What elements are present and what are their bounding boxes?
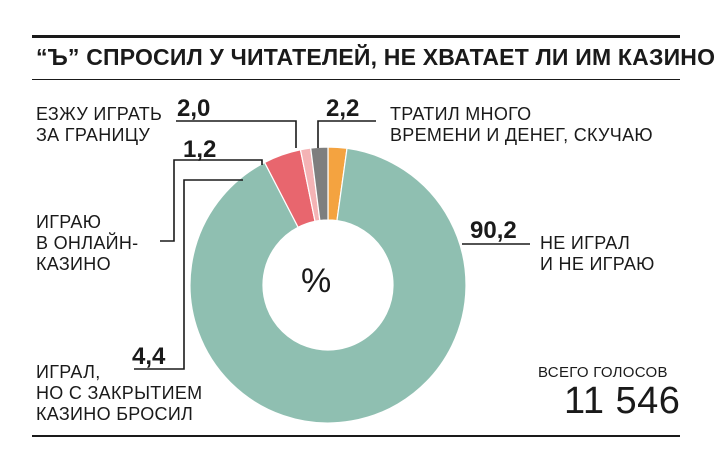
title-rule [32,79,680,80]
leader-lines [134,120,530,370]
slice-never [189,147,467,424]
label-abroad: ЕЗЖУ ИГРАТЬ ЗА ГРАНИЦУ [36,104,163,145]
value-spent: 2,2 [326,95,360,122]
value-never: 90,2 [470,217,517,244]
donut-slices [189,146,467,424]
slice-abroad [310,146,329,222]
leader-line-spent [317,120,376,148]
total-votes-value: 11 546 [564,380,681,422]
leader-line-online [160,159,263,242]
chart-title: “Ъ” СПРОСИЛ У ЧИТАТЕЛЕЙ, НЕ ХВАТАЕТ ЛИ И… [36,44,716,70]
top-rule [32,35,680,38]
value-online: 1,2 [183,136,217,163]
leader-line-abroad [176,120,297,148]
label-never: НЕ ИГРАЛ И НЕ ИГРАЮ [540,233,655,274]
label-quit: ИГРАЛ, НО С ЗАКРЫТИЕМ КАЗИНО БРОСИЛ [36,362,203,424]
leader-line-quit [134,179,243,370]
label-online: ИГРАЮ В ОНЛАЙН- КАЗИНО [36,212,139,274]
bottom-rule [32,435,680,437]
label-spent: ТРАТИЛ МНОГО ВРЕМЕНИ И ДЕНЕГ, СКУЧАЮ [390,104,653,145]
total-votes-label: ВСЕГО ГОЛОСОВ [538,364,668,381]
center-unit-label: % [301,262,332,300]
value-abroad: 2,0 [177,95,211,122]
value-quit: 4,4 [132,343,166,370]
